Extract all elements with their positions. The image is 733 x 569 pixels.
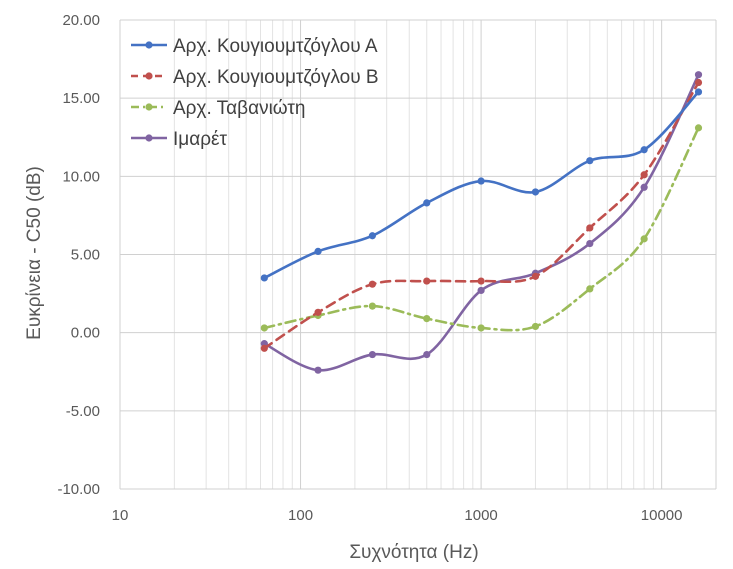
data-point — [314, 366, 322, 374]
legend-label: Αρχ. Ταβανιώτη — [173, 98, 305, 119]
data-point — [640, 146, 648, 154]
data-point — [694, 71, 703, 79]
data-point — [694, 78, 703, 87]
legend-item: Αρχ. Ταβανιώτη — [131, 98, 305, 119]
data-point — [423, 314, 431, 323]
legend-swatch-marker — [145, 72, 153, 80]
data-point — [586, 239, 594, 248]
y-tick-label: 10.00 — [62, 168, 100, 185]
grid — [119, 19, 717, 490]
x-tick-label: 10000 — [641, 507, 683, 524]
data-point — [477, 324, 485, 332]
axes: 10 100 1000 10000 -10.00 -5.00 0.00 5.00 10.00 15… — [57, 12, 682, 524]
legend-swatch-marker — [145, 103, 153, 111]
data-point — [477, 177, 485, 185]
y-tick-label: 20.00 — [62, 12, 100, 29]
data-point — [694, 88, 703, 96]
legend-label: Αρχ. Κουγιουμτζόγλου Β — [173, 67, 379, 88]
data-point — [694, 124, 703, 132]
y-tick-label: 0.00 — [71, 325, 100, 342]
legend-swatch-marker — [145, 41, 153, 49]
data-point — [640, 183, 648, 191]
legend-swatch-marker — [145, 134, 153, 142]
x-tick-label: 1000 — [464, 507, 497, 524]
x-tick-label: 10 — [112, 507, 129, 524]
data-point — [423, 277, 431, 285]
legend-item: Ιμαρέτ — [131, 129, 227, 150]
data-point — [640, 171, 648, 179]
series-Αρχ. Κουγιουμτζόγλου Α — [260, 88, 703, 282]
data-point — [368, 232, 376, 240]
x-tick-label: 100 — [288, 507, 313, 524]
data-point — [368, 302, 376, 310]
y-axis-title: Ευκρίνεια - C50 (dB) — [24, 166, 45, 340]
y-tick-label: 15.00 — [62, 90, 100, 107]
data-point — [260, 274, 268, 282]
data-point — [640, 235, 648, 243]
y-tick-label: -10.00 — [57, 481, 100, 498]
legend-item: Αρχ. Κουγιουμτζόγλου Α — [131, 36, 378, 57]
legend: Αρχ. Κουγιουμτζόγλου Α Αρχ. Κουγιουμτζόγλ… — [131, 36, 379, 150]
data-point — [586, 157, 594, 165]
data-point — [314, 308, 322, 316]
data-point — [423, 199, 431, 207]
data-point — [368, 350, 376, 359]
data-point — [477, 286, 485, 295]
data-point — [586, 285, 594, 293]
series-Ιμαρέτ — [260, 71, 703, 374]
data-point — [260, 344, 268, 352]
legend-item: Αρχ. Κουγιουμτζόγλου Β — [131, 67, 379, 88]
series — [260, 71, 703, 374]
y-tick-label: -5.00 — [66, 403, 100, 420]
data-point — [477, 277, 485, 285]
x-axis-title: Συχνότητα (Hz) — [349, 542, 478, 563]
data-point — [423, 350, 431, 359]
series-Αρχ. Κουγιουμτζόγλου Β — [260, 78, 703, 352]
data-point — [260, 324, 268, 332]
data-point — [531, 272, 540, 280]
data-point — [368, 280, 376, 288]
data-point — [314, 247, 322, 255]
legend-label: Αρχ. Κουγιουμτζόγλου Α — [173, 36, 378, 57]
data-point — [531, 188, 540, 196]
data-point — [531, 322, 540, 331]
legend-label: Ιμαρέτ — [173, 129, 227, 150]
data-point — [586, 224, 594, 232]
y-tick-label: 5.00 — [71, 247, 100, 264]
